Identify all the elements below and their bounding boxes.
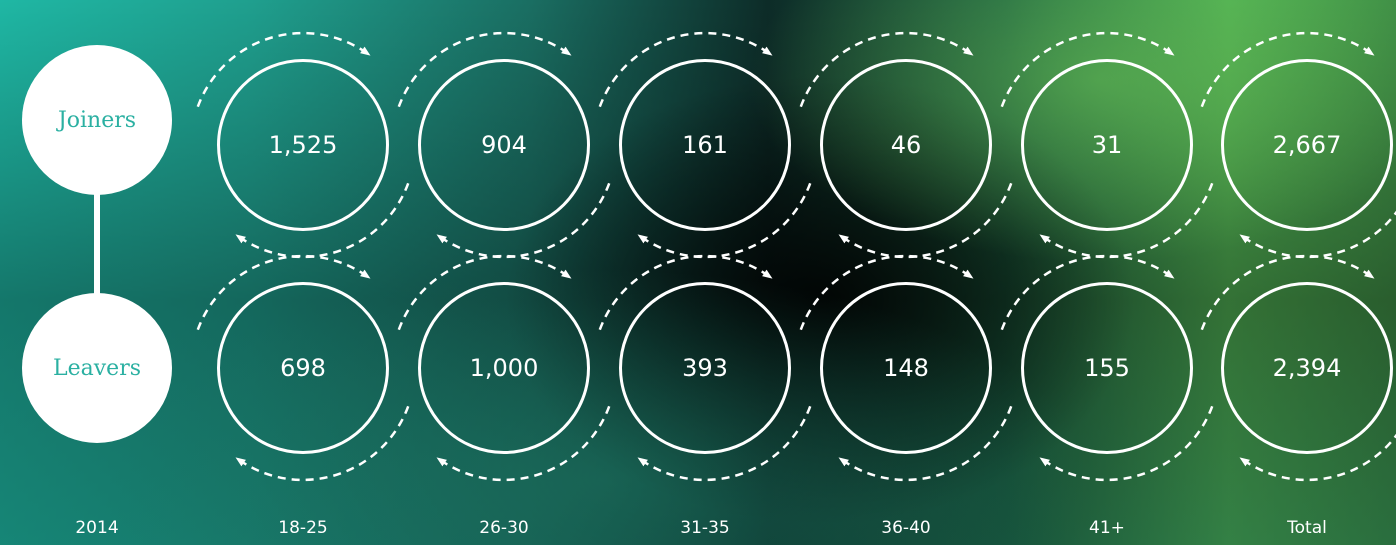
dashed-circular-arrow-icon bbox=[598, 254, 773, 331]
dashed-circular-arrow-icon bbox=[799, 31, 974, 108]
column-label-18-25: 18-25 bbox=[278, 518, 328, 538]
dashed-circular-arrow-icon bbox=[1200, 254, 1375, 331]
dashed-circular-arrow-icon bbox=[1039, 405, 1214, 482]
leavers-18-25-value: 698 bbox=[217, 282, 389, 454]
dashed-circular-arrow-icon bbox=[838, 405, 1013, 482]
dashed-circular-arrow-icon bbox=[397, 254, 572, 331]
leavers-36-40-value: 148 bbox=[820, 282, 992, 454]
joiners-36-40-value: 46 bbox=[820, 59, 992, 231]
dashed-circular-arrow-icon bbox=[637, 182, 812, 259]
year-label: 2014 bbox=[75, 518, 119, 538]
joiners-31-35-value: 161 bbox=[619, 59, 791, 231]
joiners-41-plus-value: 31 bbox=[1021, 59, 1193, 231]
dashed-circular-arrow-icon bbox=[637, 405, 812, 482]
row-connector-line bbox=[94, 190, 100, 300]
leavers-label: Leavers bbox=[53, 355, 141, 381]
dashed-circular-arrow-icon bbox=[1200, 31, 1375, 108]
joiners-label-circle: Joiners bbox=[22, 45, 172, 195]
column-label-41-plus: 41+ bbox=[1089, 518, 1125, 538]
joiners-26-30-value: 904 bbox=[418, 59, 590, 231]
dashed-circular-arrow-icon bbox=[436, 182, 611, 259]
joiners-18-25-value: 1,525 bbox=[217, 59, 389, 231]
dashed-circular-arrow-icon bbox=[1000, 31, 1175, 108]
leavers-26-30-value: 1,000 bbox=[418, 282, 590, 454]
leavers-41-plus-value: 155 bbox=[1021, 282, 1193, 454]
dashed-circular-arrow-icon bbox=[838, 182, 1013, 259]
joiners-total-value: 2,667 bbox=[1221, 59, 1393, 231]
dashed-circular-arrow-icon bbox=[799, 254, 974, 331]
column-label-36-40: 36-40 bbox=[881, 518, 931, 538]
dashed-circular-arrow-icon bbox=[196, 254, 371, 331]
dashed-circular-arrow-icon bbox=[235, 182, 410, 259]
dashed-circular-arrow-icon bbox=[1239, 210, 1396, 259]
dashed-circular-arrow-icon bbox=[436, 405, 611, 482]
dashed-circular-arrow-icon bbox=[1000, 254, 1175, 331]
dashed-circular-arrow-icon bbox=[1039, 182, 1214, 259]
joiners-label: Joiners bbox=[57, 107, 137, 133]
dashed-circular-arrow-icon bbox=[397, 31, 572, 108]
dashed-circular-arrow-icon bbox=[1239, 433, 1396, 482]
dashed-circular-arrow-icon bbox=[196, 31, 371, 108]
dashed-circular-arrow-icon bbox=[598, 31, 773, 108]
leavers-total-value: 2,394 bbox=[1221, 282, 1393, 454]
column-label-total: Total bbox=[1287, 518, 1327, 538]
column-label-31-35: 31-35 bbox=[680, 518, 730, 538]
leavers-label-circle: Leavers bbox=[22, 293, 172, 443]
dashed-circular-arrow-icon bbox=[235, 405, 410, 482]
leavers-31-35-value: 393 bbox=[619, 282, 791, 454]
column-label-26-30: 26-30 bbox=[479, 518, 529, 538]
